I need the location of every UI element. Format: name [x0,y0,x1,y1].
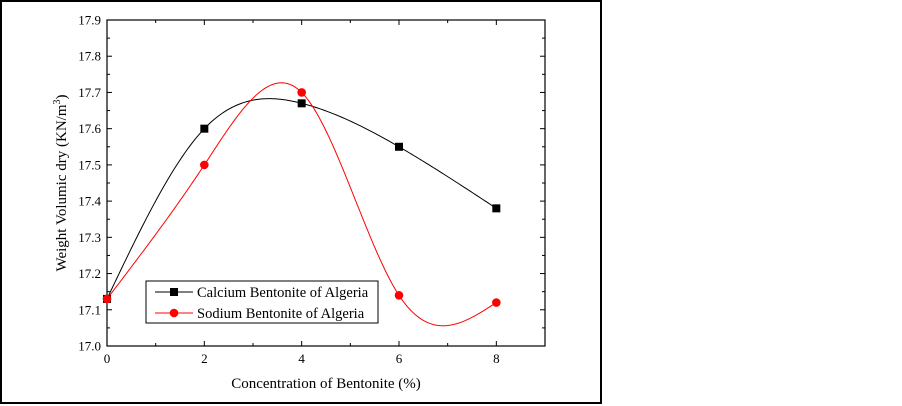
x-tick-label: 0 [104,351,111,366]
data-point-sodium [297,88,306,97]
data-point-calcium [200,124,209,133]
legend-marker-calcium [170,288,178,296]
y-tick-label: 17.2 [78,266,101,281]
y-tick-label: 17.9 [78,13,101,28]
y-tick-label: 17.4 [78,194,101,209]
series-markers [102,88,501,307]
data-point-calcium [297,99,306,108]
x-tick-label: 6 [396,351,403,366]
y-axis-title-suffix: ) [54,95,70,100]
y-tick-label: 17.6 [78,121,101,136]
figure-frame [0,0,602,404]
y-tick-label: 17.1 [78,302,101,317]
legend-item-sodium: Sodium Bentonite of Algeria [155,306,365,322]
legend-box [145,280,379,324]
data-point-sodium [492,298,501,307]
y-axis-title: Weight Volumic dry (KN/m3) [52,95,70,272]
y-axis: 17.0 17.1 17.2 17.3 17.4 17.5 17.6 17.7 17.8 17.9 [78,13,545,354]
y-tick-label: 17.8 [78,49,101,64]
y-tick-label: 17.3 [78,230,101,245]
legend-label-sodium: Sodium Bentonite of Algeria [197,306,365,322]
x-axis: 0 2 4 6 8 [104,20,500,366]
x-tick-label: 4 [298,351,305,366]
y-tick-label: 17.5 [78,157,101,172]
x-tick-label: 2 [201,351,208,366]
x-axis-title: Concentration of Bentonite (%) [231,376,421,392]
legend: Calcium Bentonite of Algeria Sodium Bent… [145,280,379,324]
y-tick-label: 17.0 [78,339,101,354]
y-axis-title-superscript: 3 [52,100,63,105]
data-point-sodium [200,160,209,170]
data-point-sodium [102,294,112,304]
data-point-calcium [492,204,501,213]
legend-label-calcium: Calcium Bentonite of Algeria [197,285,369,301]
data-point-sodium [394,290,404,300]
y-axis-title-main: Weight Volumic dry (KN/m [54,104,70,271]
data-point-calcium [395,142,403,151]
y-tick-label: 17.7 [78,85,101,100]
legend-item-calcium: Calcium Bentonite of Algeria [155,285,369,301]
x-tick-label: 8 [493,351,500,366]
legend-marker-sodium [169,308,179,318]
